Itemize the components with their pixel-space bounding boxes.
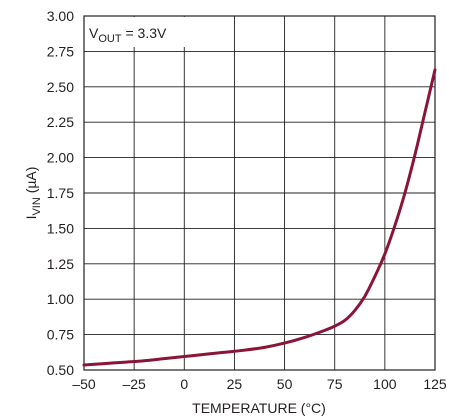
- y-tick-labels: 0.50 0.75 1.00 1.25 1.50 1.75 2.00 2.25 2.50 2.75…: [47, 8, 74, 378]
- y-axis-title-rest: (µA): [23, 167, 39, 198]
- annotation-subscript: OUT: [98, 33, 122, 45]
- x-tick-label: –25: [122, 376, 146, 392]
- series-curve-layer: [82, 68, 437, 367]
- grid: [84, 16, 435, 370]
- annotation-main: V: [89, 25, 99, 41]
- y-tick-label: 2.25: [47, 114, 74, 130]
- x-tick-label: –50: [72, 376, 96, 392]
- y-tick-label: 3.00: [47, 8, 74, 24]
- y-axis-title: IVIN (µA): [23, 167, 43, 220]
- y-axis-title-main: I: [23, 216, 39, 220]
- y-tick-label: 2.50: [47, 79, 74, 95]
- annotation-label: VOUT = 3.3V: [89, 25, 167, 45]
- x-tick-label: 50: [277, 376, 293, 392]
- x-tick-label: 100: [373, 376, 397, 392]
- x-tick-label: 0: [180, 376, 188, 392]
- series-line: [82, 68, 437, 367]
- y-axis-title-subscript: VIN: [31, 197, 43, 215]
- annotation-rest: = 3.3V: [122, 25, 167, 41]
- y-tick-label: 2.75: [47, 43, 74, 59]
- annotation-background: [85, 17, 193, 47]
- y-tick-label: 1.25: [47, 256, 74, 272]
- y-tick-label: 2.00: [47, 150, 74, 166]
- y-tick-label: 0.75: [47, 327, 74, 343]
- y-tick-label: 1.50: [47, 220, 74, 236]
- x-axis-title: TEMPERATURE (°C): [192, 400, 326, 416]
- y-tick-label: 1.75: [47, 185, 74, 201]
- y-tick-label: 1.00: [47, 291, 74, 307]
- x-tick-label: 125: [423, 376, 447, 392]
- x-tick-labels: –50 –25 0 25 50 75 100 125: [72, 376, 447, 392]
- y-tick-label: 0.50: [47, 362, 74, 378]
- x-tick-label: 25: [227, 376, 243, 392]
- plot-frame: [83, 15, 436, 371]
- x-tick-label: 75: [327, 376, 343, 392]
- plot-border: [83, 15, 436, 371]
